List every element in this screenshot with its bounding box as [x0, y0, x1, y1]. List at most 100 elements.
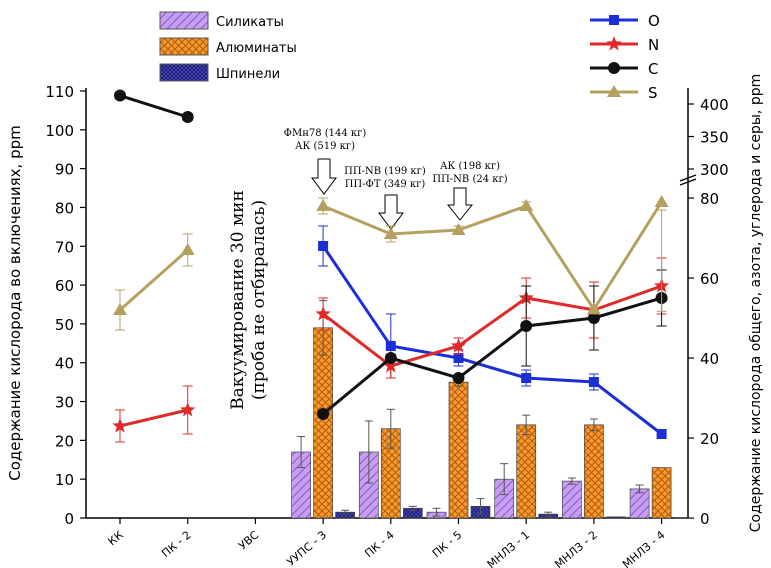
- point-O: [385, 341, 396, 351]
- bar-1: [448, 381, 469, 519]
- left-tick-label: 60: [55, 277, 74, 295]
- left-tick-label: 80: [55, 199, 74, 217]
- annotation-text: АК (519 кг): [295, 141, 355, 152]
- legend-label: Алюминаты: [216, 41, 297, 56]
- point-S: [451, 223, 466, 235]
- left-axis-title: Содержание кислорода во включениях, ppm: [6, 125, 24, 481]
- legend-marker-C: [608, 62, 620, 74]
- legend-swatch-aluminates: [159, 37, 209, 56]
- series-line-C: [119, 94, 189, 119]
- x-tick-label: ПК - 4: [362, 528, 396, 560]
- point-O: [521, 373, 532, 383]
- point-N: [450, 338, 467, 353]
- vacuum-note-line2: (проба не отбиралась): [249, 200, 269, 400]
- x-tick-label: МНЛЗ - 4: [620, 528, 667, 568]
- left-tick-label: 100: [45, 122, 74, 140]
- right-tick-label: 350: [700, 129, 729, 147]
- left-tick-label: 50: [55, 316, 74, 334]
- right-tick-label: 0: [700, 510, 710, 528]
- x-tick-label: ПК - 5: [430, 528, 464, 560]
- left-tick-label: 90: [55, 161, 74, 179]
- x-tick-label: ПК - 2: [159, 528, 193, 560]
- series-S: [113, 195, 669, 331]
- point-N: [180, 402, 196, 417]
- point-C: [384, 352, 397, 364]
- legend-label: Силикаты: [216, 15, 284, 30]
- series-line-S: [119, 248, 189, 312]
- left-tick-label: 20: [55, 432, 74, 450]
- point-S: [180, 243, 195, 255]
- right-axis-title: Содержание кислорода общего, азота, угле…: [748, 74, 764, 532]
- point-S: [654, 195, 669, 207]
- bar-legend: Силикаты Алюминаты Шпинели: [159, 11, 297, 82]
- annotation-pk5: АК (198 кг) ПП-NB (24 кг): [432, 161, 508, 221]
- bar-1: [651, 467, 672, 519]
- right-axis-ticks: 0 20 40 60 80 300 350 400: [688, 96, 729, 528]
- point-N: [383, 358, 399, 373]
- left-tick-label: 70: [55, 238, 74, 256]
- legend-label: N: [648, 36, 659, 54]
- legend-label: S: [648, 84, 658, 102]
- point-O: [588, 377, 599, 387]
- x-tick-label: МНЛЗ - 1: [485, 528, 532, 568]
- vacuum-note-line1: Вакуумирование 30 мин: [228, 190, 248, 410]
- point-C: [520, 320, 533, 332]
- legend-label: O: [648, 12, 660, 30]
- bar-1: [584, 424, 604, 519]
- x-tick-label: КК: [106, 528, 126, 548]
- down-arrow-icon: [311, 158, 337, 195]
- point-O: [453, 353, 464, 363]
- annotation-text: ПП-ФТ (349 кг): [345, 179, 426, 190]
- point-N: [112, 418, 128, 433]
- left-tick-label: 110: [45, 83, 74, 101]
- series-C: [114, 89, 668, 420]
- point-S: [316, 199, 331, 211]
- legend-marker-S: [607, 85, 621, 97]
- x-axis-ticks: КК ПК - 2 УВС УУПС - 3 ПК - 4 ПК - 5 МНЛЗ - 1 М…: [106, 518, 668, 568]
- point-C: [114, 89, 126, 102]
- point-S: [519, 199, 534, 211]
- series-O: [318, 225, 667, 439]
- point-C: [317, 408, 330, 420]
- legend-label: C: [648, 60, 658, 78]
- bar-1: [313, 327, 333, 519]
- axis-break-mark: [679, 174, 697, 186]
- left-tick-label: 0: [64, 510, 74, 528]
- left-tick-label: 30: [55, 394, 74, 412]
- point-O: [656, 429, 667, 439]
- point-S: [113, 303, 127, 315]
- point-S: [383, 227, 398, 239]
- x-tick-label: УУПС - 3: [284, 528, 329, 568]
- series-line-C: [322, 296, 663, 416]
- bars-layer: [291, 300, 694, 519]
- right-tick-label: 20: [700, 430, 719, 448]
- right-tick-label: 400: [700, 96, 729, 114]
- point-S: [586, 302, 601, 315]
- annotation-text: АК (198 кг): [440, 161, 500, 172]
- series-line-N: [322, 284, 663, 368]
- annotation-text: ПП-NB (199 кг): [344, 166, 426, 177]
- annotation-pk4: ПП-NB (199 кг) ПП-ФТ (349 кг): [344, 166, 426, 230]
- series-line-S: [322, 201, 663, 313]
- annotation-text: ФМн78 (144 кг): [284, 128, 367, 139]
- right-tick-label: 80: [700, 190, 719, 208]
- point-C: [181, 111, 194, 123]
- point-C: [452, 372, 465, 384]
- bar-0: [562, 480, 582, 519]
- x-tick-label: УВС: [236, 528, 261, 552]
- annotation-uups3: ФМн78 (144 кг) АК (519 кг): [284, 128, 367, 195]
- down-arrow-icon: [446, 187, 474, 221]
- point-C: [587, 312, 600, 324]
- series-line-O: [321, 245, 663, 436]
- right-tick-label: 300: [700, 161, 729, 179]
- legend-label: Шпинели: [216, 67, 280, 82]
- bar-2: [606, 516, 626, 519]
- legend-marker-N: [606, 36, 622, 51]
- series-line-N: [119, 408, 189, 428]
- left-tick-label: 10: [55, 471, 74, 489]
- bar-2: [673, 517, 694, 519]
- left-tick-label: 40: [55, 355, 74, 373]
